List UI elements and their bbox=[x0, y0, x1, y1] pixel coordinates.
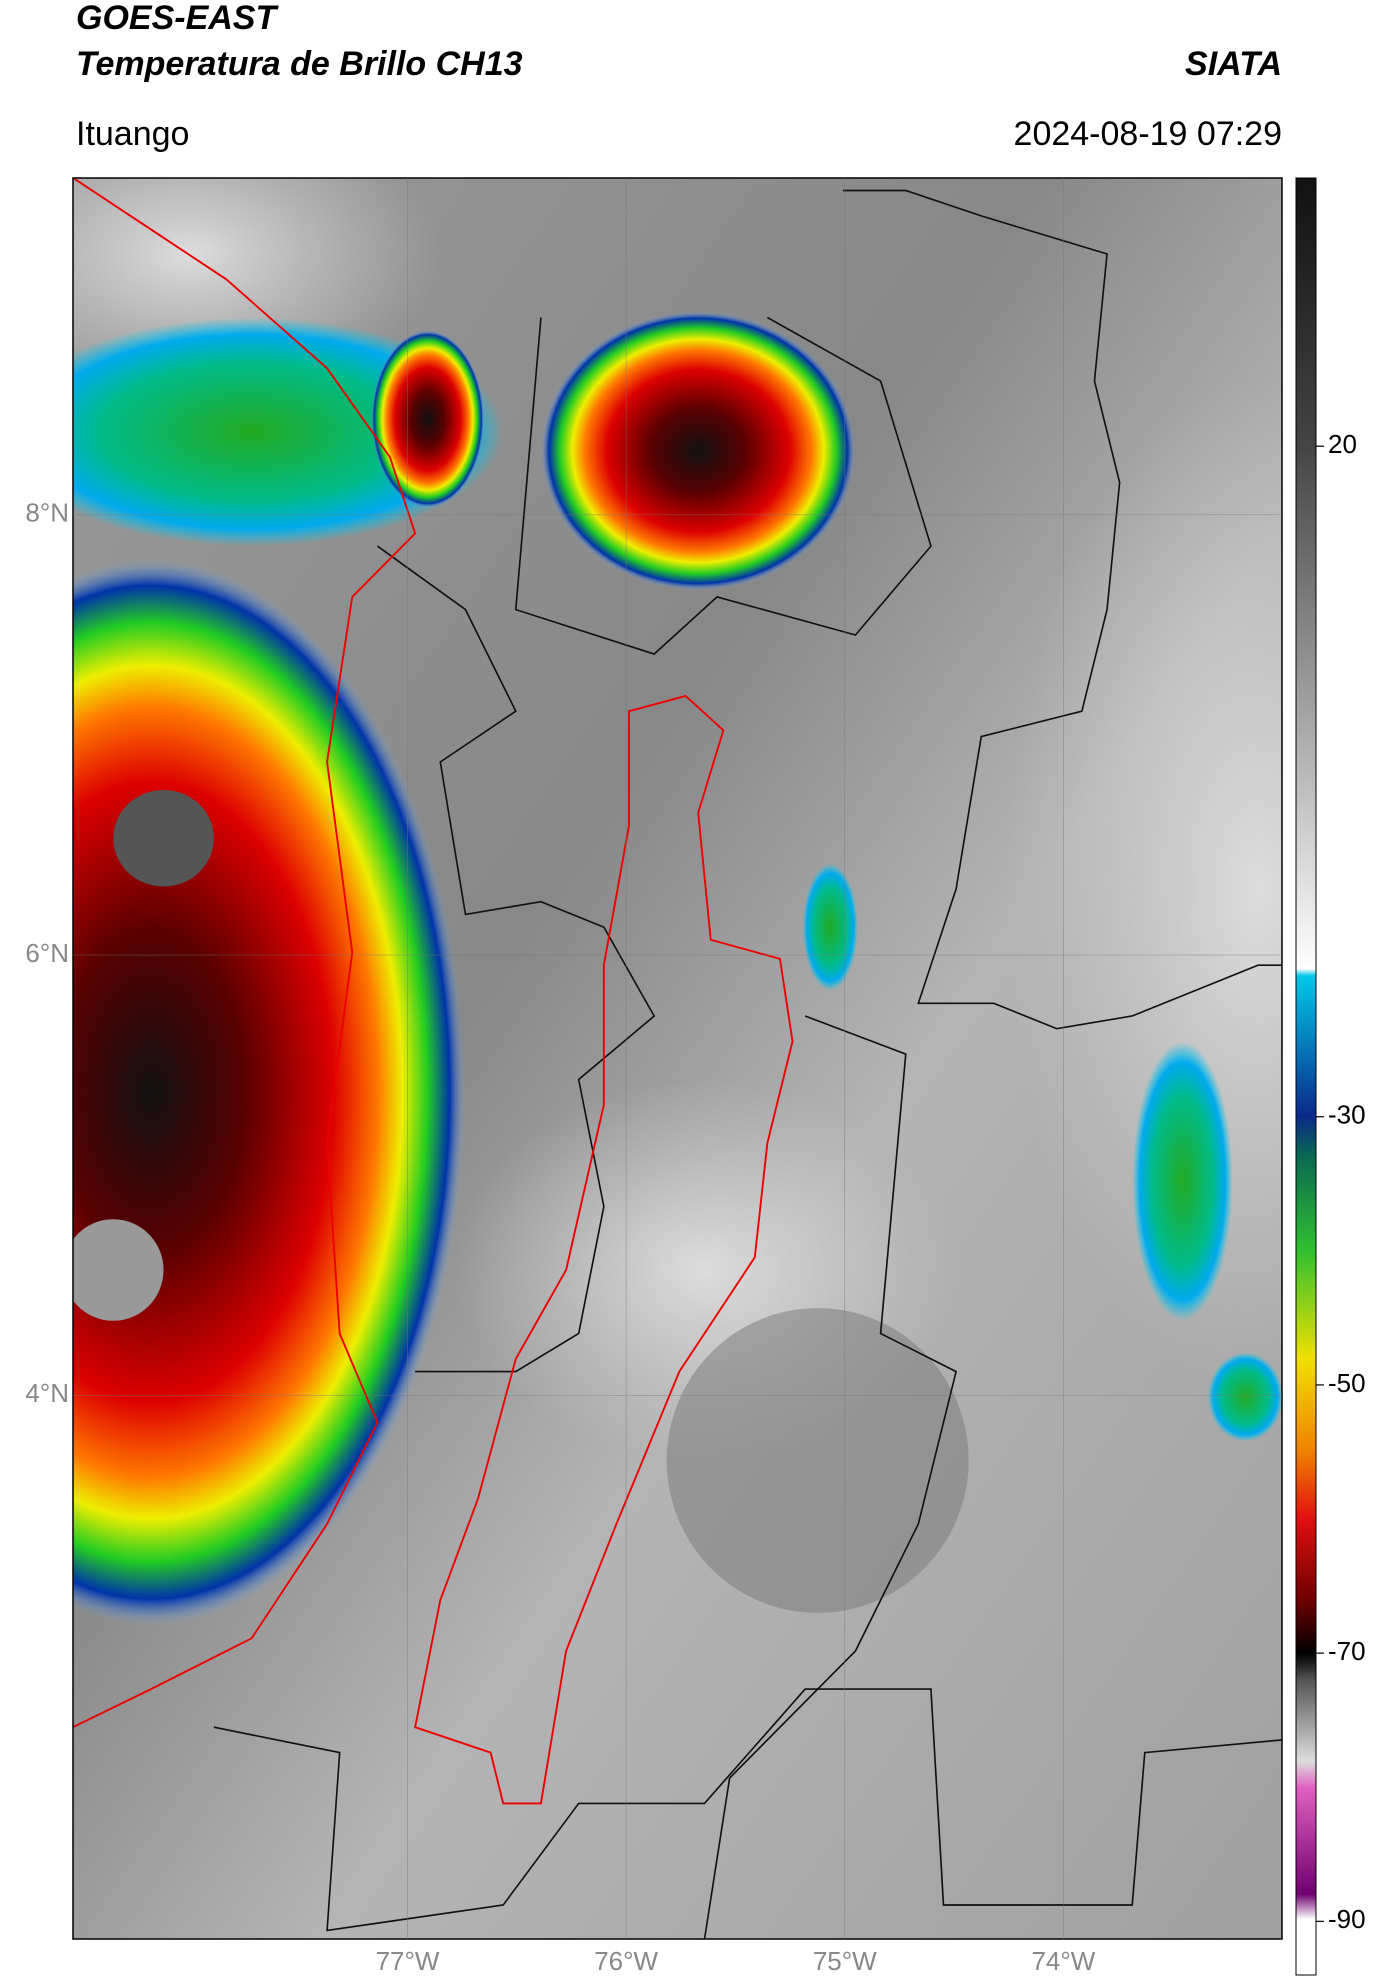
region-outline bbox=[414, 694, 794, 1805]
colorbar-tick-label: -70 bbox=[1328, 1636, 1366, 1666]
colorbar-tick-label: -50 bbox=[1328, 1368, 1366, 1398]
convection bbox=[540, 311, 856, 591]
convection bbox=[802, 863, 858, 991]
map-image bbox=[73, 178, 1282, 1939]
x-tick-label: 74°W bbox=[1031, 1946, 1095, 1976]
y-tick-label: 4°N bbox=[25, 1378, 69, 1408]
colorbar-tick-label: 20 bbox=[1328, 429, 1357, 459]
y-tick-label: 8°N bbox=[25, 498, 69, 528]
x-tick-label: 76°W bbox=[594, 1946, 658, 1976]
border bbox=[842, 189, 1282, 1030]
colorbar-tick-label: -90 bbox=[1328, 1904, 1366, 1934]
border bbox=[514, 316, 932, 655]
location: Ituango bbox=[76, 115, 189, 153]
border bbox=[376, 545, 656, 1373]
border bbox=[703, 1015, 958, 1939]
source: SIATA bbox=[1185, 45, 1282, 83]
convection bbox=[113, 789, 214, 887]
convection bbox=[371, 330, 485, 508]
title: GOES-EAST bbox=[76, 0, 279, 37]
border bbox=[213, 1688, 1282, 1932]
convection bbox=[1207, 1352, 1282, 1442]
convection bbox=[73, 1219, 164, 1321]
timestamp: 2024-08-19 07:29 bbox=[1014, 115, 1282, 153]
y-tick-label: 6°N bbox=[25, 938, 69, 968]
x-tick-label: 75°W bbox=[813, 1946, 877, 1976]
map-frame bbox=[72, 177, 1283, 1940]
colorbar bbox=[1295, 177, 1317, 1976]
convection bbox=[1132, 1041, 1233, 1321]
x-tick-label: 77°W bbox=[376, 1946, 440, 1976]
cloud bbox=[666, 1308, 969, 1613]
coastline bbox=[73, 178, 417, 1729]
colorbar-tick-label: -30 bbox=[1328, 1100, 1366, 1130]
subtitle: Temperatura de Brillo CH13 bbox=[76, 45, 523, 83]
